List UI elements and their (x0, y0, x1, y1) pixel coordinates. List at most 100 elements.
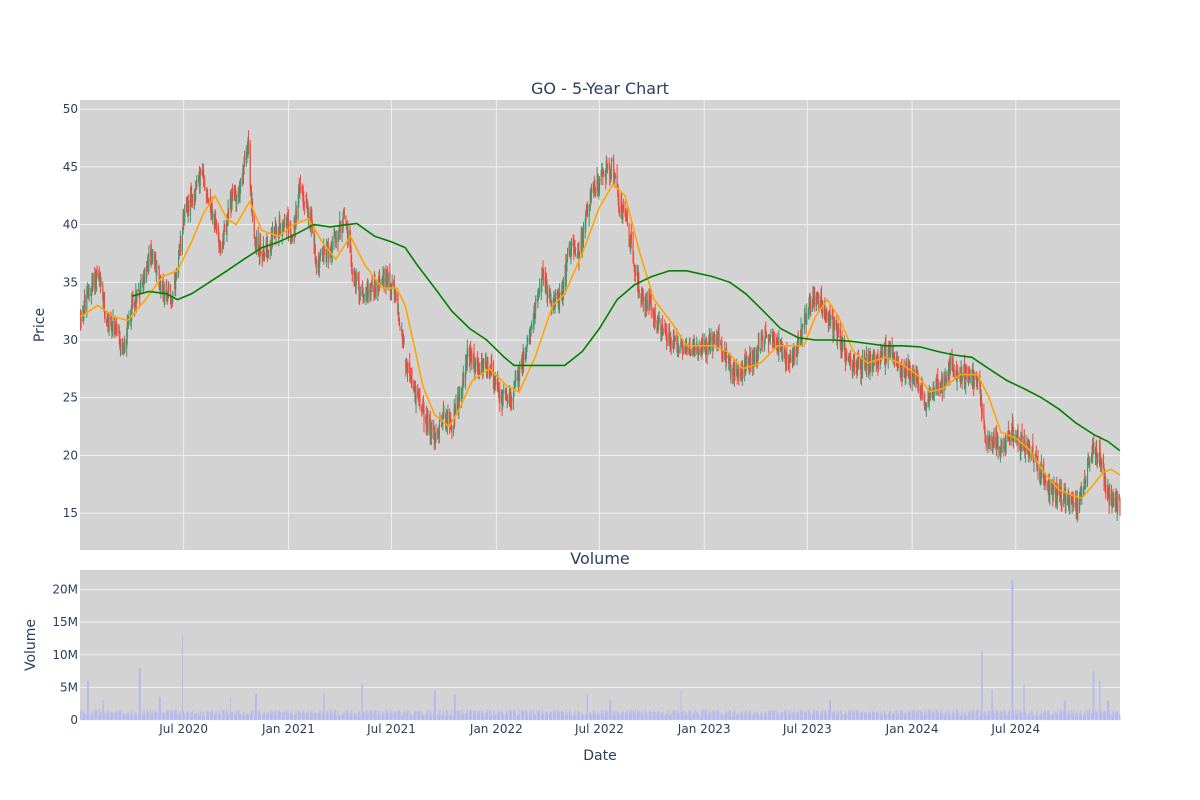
volume-bar (433, 712, 435, 720)
volume-bar (908, 711, 910, 720)
volume-bar (654, 712, 656, 720)
volume-bar (395, 712, 397, 720)
volume-bar (969, 709, 971, 720)
volume-bar (816, 711, 818, 720)
candle-body (509, 389, 511, 394)
volume-bar (700, 716, 702, 720)
volume-bar (143, 709, 145, 720)
volume-bar (385, 713, 387, 720)
volume-bar (1076, 714, 1078, 720)
candle-body (1012, 427, 1015, 440)
candle-body (997, 445, 999, 450)
volume-bar (991, 690, 993, 720)
candle-body (682, 351, 684, 355)
volume-bar (282, 715, 284, 720)
volume-y-tick-label: 15M (52, 615, 78, 629)
volume-bar (351, 714, 353, 720)
candle-body (840, 340, 843, 348)
volume-bar (422, 715, 424, 720)
candle-body (221, 246, 223, 253)
candle-body (222, 233, 224, 249)
candle-body (600, 178, 602, 183)
volume-bar (175, 709, 177, 720)
volume-bar (467, 716, 469, 720)
volume-bar (506, 710, 508, 720)
candle-body (365, 294, 368, 297)
candle-body (897, 366, 899, 367)
candle-body (701, 336, 704, 348)
volume-bar (353, 713, 355, 720)
volume-bar (686, 712, 688, 720)
volume-bar (657, 711, 659, 720)
candle-body (1027, 440, 1029, 453)
candle-body (387, 273, 389, 283)
volume-bar (995, 713, 997, 720)
volume-bar (1096, 714, 1098, 720)
volume-bar (757, 715, 759, 720)
volume-bar (282, 712, 284, 720)
volume-bar (190, 713, 191, 720)
candle-body (955, 369, 958, 380)
candle-body (391, 281, 393, 286)
candle-body (335, 237, 337, 242)
candle-body (201, 170, 204, 175)
volume-bar (1001, 714, 1002, 720)
volume-bar (473, 711, 475, 720)
candle-body (122, 350, 124, 355)
volume-bar (150, 709, 152, 720)
candle-body (122, 339, 124, 354)
candle-body (426, 425, 428, 429)
candle-body (427, 411, 429, 432)
volume-bar (1065, 710, 1067, 720)
volume-bar (889, 710, 891, 720)
volume-bar (209, 712, 211, 720)
candle-body (745, 358, 747, 362)
volume-bar (366, 713, 367, 720)
candle-body (1077, 500, 1079, 511)
candle-body (421, 406, 423, 414)
volume-bar (182, 711, 184, 720)
candle-body (613, 162, 615, 177)
volume-bar (632, 710, 634, 720)
candle-body (461, 389, 463, 390)
volume-bar (291, 711, 293, 720)
volume-bar (1049, 713, 1051, 720)
candle-body (971, 372, 973, 382)
volume-bar (277, 712, 279, 720)
candle-body (831, 314, 833, 317)
candle-body (131, 298, 133, 302)
candle-body (839, 328, 841, 348)
candle-body (678, 346, 680, 354)
volume-bar (239, 714, 240, 720)
volume-bar (234, 715, 236, 720)
candle-body (142, 282, 144, 288)
volume-bar (580, 715, 582, 720)
candle-body (565, 261, 567, 275)
volume-bar (1011, 579, 1013, 720)
candle-body (959, 376, 962, 380)
volume-bar (785, 711, 787, 720)
candle-body (654, 313, 656, 321)
candle-body (286, 226, 288, 230)
candle-body (311, 214, 313, 223)
volume-bar (1095, 711, 1097, 720)
volume-bar (760, 713, 762, 720)
price-chart-title: GO - 5-Year Chart (531, 79, 669, 98)
candle-body (447, 412, 449, 418)
candle-body (403, 341, 405, 342)
volume-bar (371, 710, 373, 720)
candle-body (510, 401, 512, 403)
candle-body (694, 346, 696, 351)
volume-bar (248, 714, 250, 720)
candle-body (347, 224, 349, 241)
volume-bar (979, 716, 981, 720)
volume-bar (267, 712, 269, 720)
candle-body (110, 321, 112, 332)
volume-bar (393, 711, 395, 720)
candle-body (901, 362, 903, 378)
date-axis-title: Date (583, 748, 616, 764)
candle-body (1068, 495, 1070, 510)
volume-bar (781, 712, 783, 720)
candle-body (200, 173, 202, 175)
candle-body (188, 200, 190, 211)
